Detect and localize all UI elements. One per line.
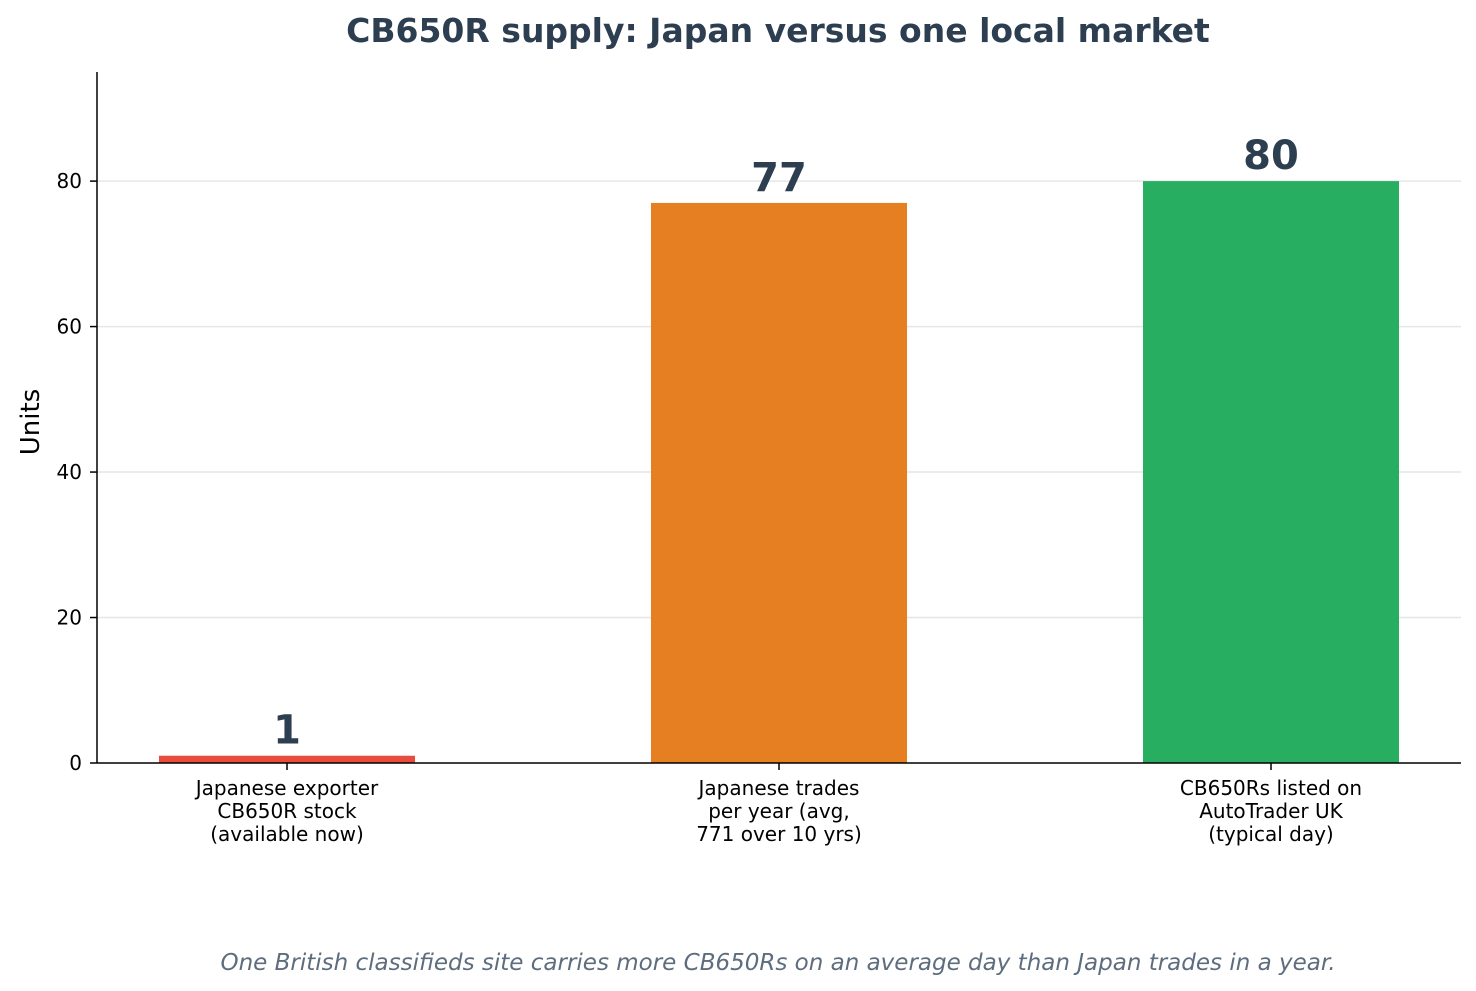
y-tick-label: 20 [57,606,82,630]
x-tick-label-line: (typical day) [1208,822,1334,846]
x-tick-label-line: CB650R stock [217,799,357,823]
x-ticks: Japanese exporter CB650R stock (available … [194,763,1362,846]
x-tick-label: Japanese exporter CB650R stock (available … [194,776,379,846]
x-tick-label-line: (available now) [210,822,364,846]
data-labels: 1 77 80 [273,133,1299,754]
y-tick-label: 80 [57,169,82,193]
data-label: 80 [1243,133,1299,179]
y-axis-label: Units [16,389,46,455]
x-tick-label: CB650Rs listed on AutoTrader UK (typical d… [1180,776,1362,846]
y-tick-label: 40 [57,460,82,484]
data-label: 77 [751,155,807,201]
x-tick-label-line: CB650Rs listed on [1180,776,1362,800]
chart-caption: One British classifieds site carries mor… [220,950,1335,976]
x-tick-label-line: AutoTrader UK [1199,799,1343,823]
x-tick-label-line: Japanese trades [697,776,860,800]
y-ticks: 0 20 40 60 80 [57,169,97,775]
x-tick-label: Japanese trades per year (avg, 771 over 10… [696,776,862,846]
chart-title: CB650R supply: Japan versus one local ma… [346,11,1210,50]
bar [651,202,907,763]
bar [1143,181,1399,763]
x-tick-label-line: per year (avg, [708,799,850,823]
data-label: 1 [273,708,301,754]
bars [159,181,1399,763]
x-tick-label-line: 771 over 10 yrs) [696,822,862,846]
y-tick-label: 0 [69,751,82,775]
y-tick-label: 60 [57,315,82,339]
x-tick-label-line: Japanese exporter [194,776,379,800]
bar [159,755,415,763]
